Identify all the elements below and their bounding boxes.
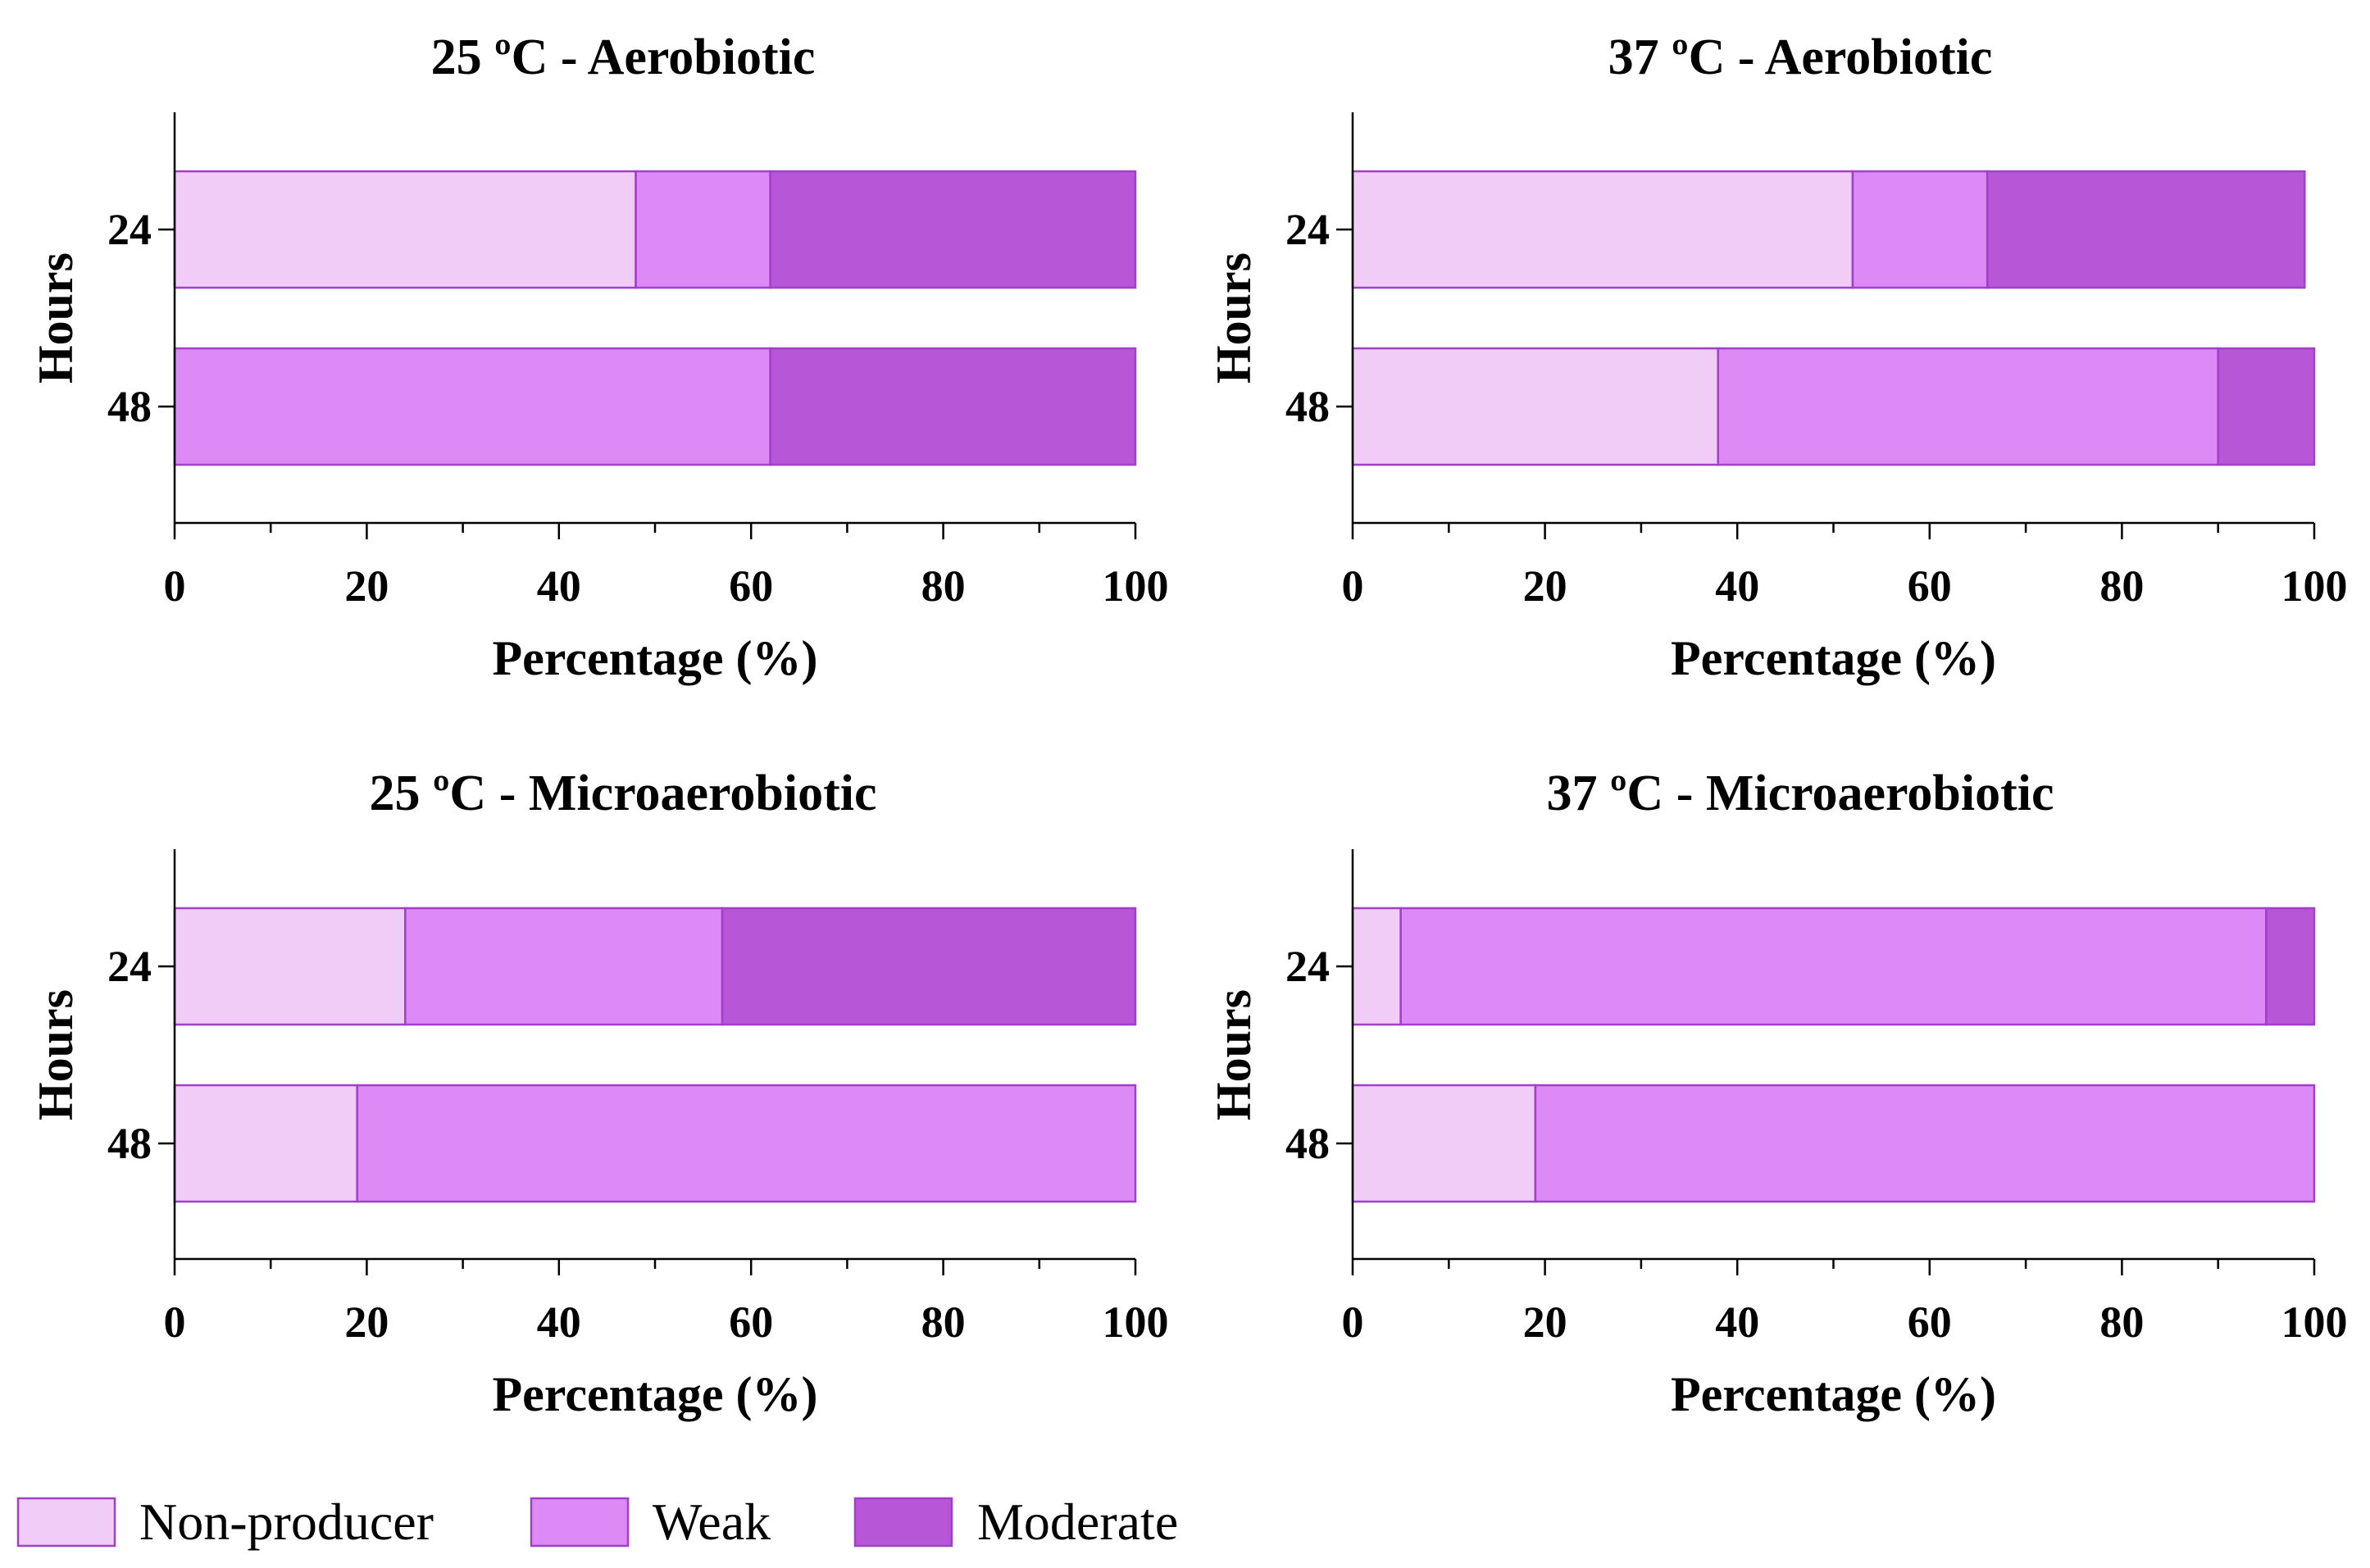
- legend-label: Weak: [653, 1493, 771, 1551]
- x-tick-label: 80: [2099, 561, 2144, 611]
- y-tick-label: 48: [1285, 1119, 1330, 1168]
- bar-segment-moderate-24h: [769, 170, 1137, 289]
- x-tick-label: 0: [164, 561, 186, 611]
- x-tick-label: 40: [537, 561, 581, 611]
- bar-segment-non-producer-24h: [1351, 170, 1854, 289]
- bar-segment-weak-24h: [635, 170, 771, 289]
- x-tick-label: 0: [1342, 561, 1364, 611]
- x-tick-label: 60: [729, 1298, 773, 1347]
- bar-segment-non-producer-24h: [173, 170, 637, 289]
- chart-panel-4: 37 ºC - Microaerobiotic 24 48 0 20 40 60 80 100 P…: [1207, 766, 2348, 1421]
- bar-segment-weak-24h: [404, 907, 724, 1026]
- bar-segment-moderate-24h: [721, 907, 1137, 1026]
- x-tick-label: 20: [344, 561, 389, 611]
- bar-segment-weak-48h: [356, 1084, 1137, 1203]
- bar-segment-moderate-48h: [769, 347, 1137, 466]
- bar-segment-non-producer-48h: [173, 1084, 358, 1203]
- x-tick-label: 80: [2099, 1298, 2144, 1347]
- x-tick-label: 60: [729, 561, 773, 611]
- legend-item-moderate: Moderate: [853, 1493, 1178, 1551]
- y-tick-label: 24: [1285, 205, 1330, 254]
- y-tick-label: 24: [107, 942, 152, 991]
- bar-segment-non-producer-24h: [173, 907, 407, 1026]
- y-tick-label: 24: [1285, 942, 1330, 991]
- y-axis-label: Hours: [29, 989, 83, 1120]
- legend: Non-producer Weak Moderate: [16, 1493, 1178, 1551]
- bar-segment-non-producer-24h: [1351, 907, 1402, 1026]
- legend-swatch: [530, 1497, 630, 1548]
- bar-segment-weak-48h: [1534, 1084, 2316, 1203]
- x-tick-label: 0: [1342, 1298, 1364, 1347]
- bar-segment-weak-24h: [1851, 170, 1989, 289]
- legend-swatch: [853, 1497, 953, 1548]
- y-axis-label: Hours: [1207, 252, 1261, 384]
- x-tick-label: 0: [164, 1298, 186, 1347]
- x-tick-label: 100: [1103, 561, 1169, 611]
- x-tick-label: 100: [2281, 561, 2348, 611]
- x-axis-label: Percentage (%): [492, 1367, 817, 1421]
- bar-segment-weak-24h: [1399, 907, 2268, 1026]
- legend-item-weak: Weak: [530, 1493, 771, 1551]
- x-tick-label: 40: [1715, 561, 1759, 611]
- chart-title: 37 ºC - Aerobiotic: [1608, 30, 1993, 85]
- x-tick-label: 100: [1103, 1298, 1169, 1347]
- chart-title: 25 ºC - Aerobiotic: [431, 30, 816, 85]
- y-tick-label: 48: [107, 382, 152, 431]
- x-axis-label: Percentage (%): [492, 631, 817, 685]
- y-tick-label: 24: [107, 205, 152, 254]
- bar-segment-moderate-48h: [2217, 347, 2316, 466]
- x-tick-label: 100: [2281, 1298, 2348, 1347]
- legend-label: Moderate: [977, 1493, 1178, 1551]
- x-tick-label: 60: [1908, 1298, 1952, 1347]
- chart-title: 25 ºC - Microaerobiotic: [369, 766, 876, 821]
- x-tick-label: 40: [537, 1298, 581, 1347]
- x-tick-label: 20: [1523, 1298, 1567, 1347]
- x-axis-label: Percentage (%): [1671, 631, 1996, 685]
- bar-segment-moderate-24h: [2265, 907, 2316, 1026]
- bar-segment-non-producer-48h: [1351, 1084, 1537, 1203]
- chart-title: 37 ºC - Microaerobiotic: [1546, 766, 2054, 821]
- x-tick-label: 80: [921, 1298, 966, 1347]
- legend-item-non-producer: Non-producer: [16, 1493, 434, 1551]
- x-tick-label: 20: [344, 1298, 389, 1347]
- x-tick-label: 60: [1908, 561, 1952, 611]
- legend-label: Non-producer: [139, 1493, 434, 1551]
- x-tick-label: 80: [921, 561, 966, 611]
- y-tick-label: 48: [107, 1119, 152, 1168]
- y-axis-label: Hours: [29, 252, 83, 384]
- bar-segment-non-producer-48h: [1351, 347, 1719, 466]
- legend-swatch: [16, 1497, 116, 1548]
- y-tick-label: 48: [1285, 382, 1330, 431]
- x-axis-label: Percentage (%): [1671, 1367, 1996, 1421]
- chart-panel-3: 25 ºC - Microaerobiotic 24 48 0 20 40 60 80 100 P…: [29, 766, 1169, 1421]
- bar-segment-moderate-24h: [1986, 170, 2306, 289]
- chart-panel-1: 25 ºC - Aerobiotic 24 48 0 20 40 60 80 100 Percen…: [29, 30, 1169, 685]
- bar-segment-weak-48h: [173, 347, 771, 466]
- bar-segment-weak-48h: [1717, 347, 2219, 466]
- chart-panel-2: 37 ºC - Aerobiotic 24 48 0 20 40 60 80 100 Percen…: [1207, 30, 2348, 685]
- x-tick-label: 20: [1523, 561, 1567, 611]
- y-axis-label: Hours: [1207, 989, 1261, 1120]
- chart-panels: 25 ºC - Aerobiotic 24 48 0 20 40 60 80 100 Percen…: [29, 30, 2348, 1421]
- x-tick-label: 40: [1715, 1298, 1759, 1347]
